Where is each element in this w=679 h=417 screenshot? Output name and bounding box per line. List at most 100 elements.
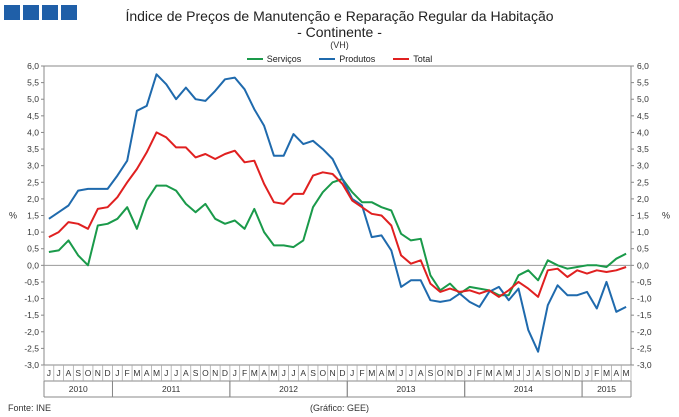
y-tick-label-left: 2,0 (27, 194, 39, 204)
y-tick-label-right: 2,0 (637, 194, 649, 204)
month-label: J (164, 368, 168, 378)
y-tick-label-right: -1,0 (637, 294, 652, 304)
month-label: A (261, 368, 267, 378)
month-label: F (477, 368, 482, 378)
month-label: J (115, 368, 119, 378)
chart-legend: Serviços Produtos Total (0, 54, 679, 64)
series-line-servicos (48, 178, 627, 297)
y-tick-label-left: -2,5 (24, 343, 39, 353)
year-label: 2014 (514, 384, 533, 394)
chart-subtitle: - Continente - (297, 24, 382, 40)
plot-frame (43, 65, 632, 366)
legend-swatch (319, 58, 336, 60)
month-label: J (47, 368, 51, 378)
y-tick-label-right: 5,0 (637, 94, 649, 104)
month-label: F (242, 368, 247, 378)
year-label: 2012 (279, 384, 298, 394)
month-label: J (399, 368, 403, 378)
y-tick-label-left: 1,0 (27, 227, 39, 237)
y-tick-label-right: -3,0 (637, 360, 652, 370)
month-label: A (144, 368, 150, 378)
y-tick-label-left: 0,0 (27, 260, 39, 270)
month-label: M (251, 368, 258, 378)
legend-label: Total (413, 54, 433, 64)
y-tick-label-left: -1,0 (24, 294, 39, 304)
year-label: 2013 (397, 384, 416, 394)
month-label: M (505, 368, 512, 378)
month-label: A (183, 368, 189, 378)
month-label: A (418, 368, 424, 378)
y-tick-label-right: 5,5 (637, 78, 649, 88)
month-label: J (526, 368, 530, 378)
logo-block (4, 5, 20, 20)
month-label: A (379, 368, 385, 378)
month-label: A (613, 368, 619, 378)
legend-label: Produtos (339, 54, 376, 64)
y-tick-label-left: 3,5 (27, 144, 39, 154)
y-tick-label-left: 4,0 (27, 127, 39, 137)
month-label: O (320, 368, 327, 378)
legend-swatch (246, 58, 263, 60)
month-label: S (310, 368, 316, 378)
month-label: D (574, 368, 580, 378)
month-label: J (585, 368, 589, 378)
y-tick-label-right: 0,0 (637, 260, 649, 270)
y-tick-label-right: 2,5 (637, 177, 649, 187)
y-tick-label-right: 3,5 (637, 144, 649, 154)
month-label: O (554, 368, 561, 378)
y-tick-label-right: 1,5 (637, 211, 649, 221)
month-label: A (535, 368, 541, 378)
month-label: S (545, 368, 551, 378)
y-tick-label-left: 2,5 (27, 177, 39, 187)
month-label: S (428, 368, 434, 378)
month-label: N (564, 368, 570, 378)
month-label: D (222, 368, 228, 378)
ine-logo (4, 5, 77, 20)
y-tick-label-left: 5,5 (27, 78, 39, 88)
y-tick-label-left: 5,0 (27, 94, 39, 104)
month-label: N (447, 368, 453, 378)
chart-title: Índice de Preços de Manutenção e Reparaç… (125, 8, 554, 24)
legend-item-servicos: Serviços (246, 54, 301, 64)
month-label: M (270, 368, 277, 378)
month-label: J (350, 368, 354, 378)
month-label: F (594, 368, 599, 378)
month-label: F (359, 368, 364, 378)
month-label: D (339, 368, 345, 378)
y-tick-label-left: 0,5 (27, 244, 39, 254)
series-line-produtos (48, 73, 627, 353)
y-tick-label-left: -0,5 (24, 277, 39, 287)
y-tick-label-left: 4,5 (27, 111, 39, 121)
month-label: S (75, 368, 81, 378)
y-tick-label-right: -1,5 (637, 310, 652, 320)
month-label: M (603, 368, 610, 378)
y-tick-label-right: 0,5 (637, 244, 649, 254)
month-label: J (467, 368, 471, 378)
year-label: 2011 (162, 384, 181, 394)
y-tick-label-right: -2,0 (637, 327, 652, 337)
y-tick-label-right: 4,5 (637, 111, 649, 121)
y-tick-label-right: 6,0 (637, 61, 649, 71)
legend-swatch (393, 58, 410, 60)
y-tick-label-right: 4,0 (637, 127, 649, 137)
unit-note: (VH) (330, 40, 349, 50)
month-label: F (125, 368, 130, 378)
y-axis-label-right: % (662, 211, 670, 221)
month-label: N (212, 368, 218, 378)
series-line-total (48, 131, 627, 298)
month-label: A (496, 368, 502, 378)
year-label: 2015 (597, 384, 616, 394)
y-tick-label-right: 3,0 (637, 161, 649, 171)
month-label: J (409, 368, 413, 378)
month-label: D (457, 368, 463, 378)
month-label: M (623, 368, 630, 378)
source-note: Fonte: INE (8, 403, 52, 413)
legend-item-total: Total (393, 54, 432, 64)
month-label: M (368, 368, 375, 378)
month-label: A (66, 368, 72, 378)
month-label: A (300, 368, 306, 378)
year-label: 2010 (69, 384, 88, 394)
month-label: J (516, 368, 520, 378)
y-axis-label-left: % (9, 211, 17, 221)
